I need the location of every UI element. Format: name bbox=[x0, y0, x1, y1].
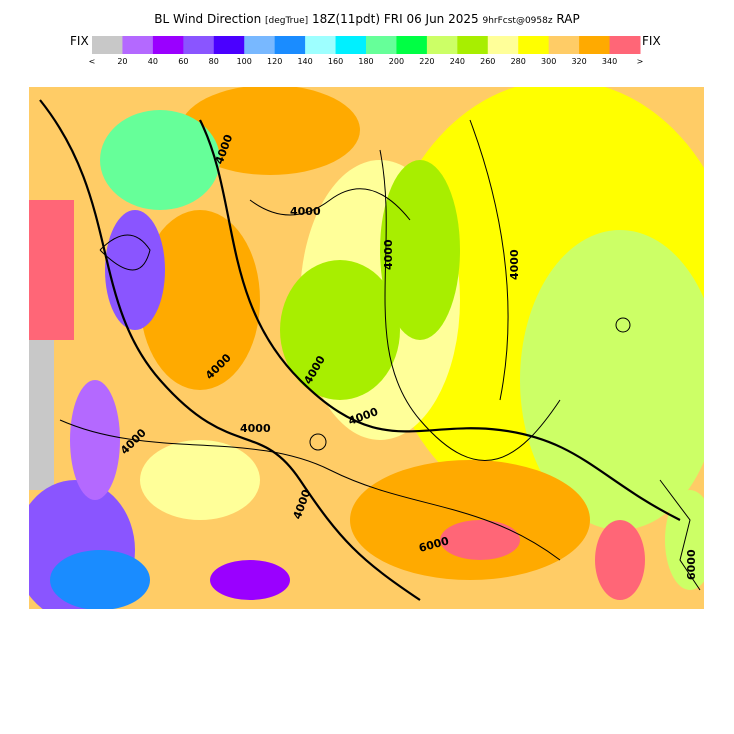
colorbar-swatch bbox=[335, 36, 367, 54]
colorbar-label: 320 bbox=[571, 57, 586, 66]
colorbar-label: 120 bbox=[267, 57, 282, 66]
contour-label: 6000 bbox=[685, 549, 698, 580]
contour-label: 4000 bbox=[240, 422, 271, 435]
colorbar-label: 140 bbox=[297, 57, 312, 66]
colorbar-swatch bbox=[122, 36, 154, 54]
date: FRI 06 Jun 2025 bbox=[384, 12, 479, 26]
colorbar-label: 260 bbox=[480, 57, 495, 66]
colorbar-fix-left: FIX bbox=[70, 34, 89, 48]
map: 4000 4000 4000 4000 4000 4000 4000 4000 … bbox=[29, 87, 704, 609]
colorbar-swatch bbox=[426, 36, 458, 54]
valid-time: 18Z(11pdt) bbox=[312, 12, 380, 26]
colorbar-swatch bbox=[518, 36, 550, 54]
title: BL Wind Direction [degTrue] 18Z(11pdt) F… bbox=[154, 12, 579, 26]
colorbar-label: 60 bbox=[178, 57, 188, 66]
colorbar-label: 300 bbox=[541, 57, 556, 66]
colorbar-swatch bbox=[487, 36, 519, 54]
colorbar-high: > bbox=[637, 57, 644, 66]
colorbar-swatch bbox=[183, 36, 215, 54]
colorbar-swatch bbox=[396, 36, 428, 54]
colorbar-swatch bbox=[244, 36, 276, 54]
colorbar-swatch bbox=[92, 36, 123, 54]
colorbar-swatch bbox=[274, 36, 306, 54]
contour-label: 4000 bbox=[382, 239, 395, 270]
parameter: BL Wind Direction bbox=[154, 12, 261, 26]
colorbar-label: 40 bbox=[148, 57, 158, 66]
colorbar: FIX FIX < >20 40 60 80 100 120 140 160 180 200 220 2… bbox=[70, 34, 661, 66]
colorbar-label: 20 bbox=[117, 57, 127, 66]
colorbar-fix-right: FIX bbox=[642, 34, 661, 48]
colorbar-label: 220 bbox=[419, 57, 434, 66]
colorbar-label: 240 bbox=[450, 57, 465, 66]
forecast: 9hrFcst@0958z bbox=[482, 16, 552, 26]
colorbar-label: 100 bbox=[237, 57, 252, 66]
colorbar-label: 180 bbox=[358, 57, 373, 66]
colorbar-swatch bbox=[366, 36, 397, 54]
colorbar-label: 280 bbox=[511, 57, 526, 66]
model: RAP bbox=[556, 12, 579, 26]
colorbar-swatch bbox=[609, 36, 641, 54]
contour-label: 4000 bbox=[508, 249, 521, 280]
colorbar-swatch bbox=[579, 36, 611, 54]
colorbar-label: 80 bbox=[209, 57, 219, 66]
colorbar-low: < bbox=[89, 57, 96, 66]
colorbar-swatch bbox=[213, 36, 245, 54]
colorbar-swatch bbox=[152, 36, 184, 54]
colorbar-swatch bbox=[548, 36, 580, 54]
colorbar-label: 200 bbox=[389, 57, 404, 66]
colorbar-swatch bbox=[457, 36, 489, 54]
contour-label: 4000 bbox=[290, 205, 321, 218]
colorbar-swatch bbox=[305, 36, 337, 54]
units: [degTrue] bbox=[265, 16, 308, 26]
colorbar-label: 160 bbox=[328, 57, 343, 66]
colorbar-label: 340 bbox=[602, 57, 617, 66]
